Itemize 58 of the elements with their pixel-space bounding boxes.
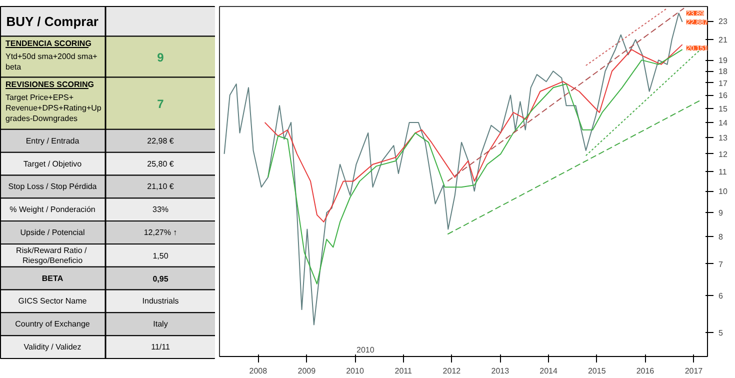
x-tick-label: 2014 [540, 366, 558, 376]
x-tick-label: 2012 [442, 366, 462, 376]
y-tick-label: 23 [718, 17, 728, 26]
y-tick-label: 8 [718, 232, 724, 242]
text: 21,10 € [147, 182, 174, 192]
x-tick-label: 2016 [636, 366, 655, 376]
y-tick-label: 9 [718, 208, 724, 218]
text: GICS Sector Name [18, 296, 88, 306]
text: 0,95 [152, 274, 169, 284]
annotation: 2010 [356, 346, 375, 354]
text: 1,50 [152, 251, 169, 260]
text: 7 [157, 96, 164, 111]
y-tick-label: 21 [718, 36, 728, 45]
y-tick-label: 13 [718, 134, 728, 143]
y-tick-label: 19 [718, 56, 728, 66]
x-tick-label: 2008 [249, 366, 268, 376]
text: Italy [153, 320, 168, 329]
line-series [224, 12, 683, 326]
y-tick-label: 6 [718, 291, 724, 300]
y-tick-label: 16 [718, 91, 728, 100]
text: 12,27% ↑ [144, 228, 178, 238]
x-tick-label: 2009 [298, 366, 316, 376]
text: Upside / Potencial [20, 228, 85, 238]
y-tick-label: 14 [718, 118, 728, 128]
y-tick-label: 12 [718, 150, 728, 159]
text: 33% [152, 205, 169, 214]
line-series [264, 44, 683, 222]
text: % Weight / Ponderación [10, 205, 96, 214]
text: 25,80 € [147, 159, 174, 168]
text: BUY / Comprar [6, 14, 99, 29]
text: Entry / Entrada [26, 136, 80, 146]
y-tick-label: 5 [718, 328, 724, 338]
text: Ytd+50d sma+200d sma+ beta [6, 52, 98, 72]
y-tick-label: 11 [718, 168, 728, 177]
text: 11/11 [151, 342, 170, 352]
x-tick-label: 2011 [394, 366, 413, 376]
x-tick-label: 2010 [346, 366, 364, 376]
text: TENDENCIA SCORING [6, 39, 92, 48]
x-tick-label: 2013 [491, 366, 510, 376]
y-tick-label: 10 [718, 187, 728, 196]
text: Validity / Validez [24, 342, 82, 352]
y-tick-label: 18 [718, 67, 728, 76]
y-tick-label: 7 [718, 260, 724, 269]
text: Risk/Reward Ratio / Riesgo/Beneficio [16, 246, 88, 265]
text: Industrials [142, 296, 179, 306]
x-tick-label: 2017 [684, 366, 704, 376]
text: Target / Objetivo [23, 159, 82, 168]
text: 22,98 € [147, 136, 174, 146]
line-series [267, 49, 683, 284]
y-tick-label: 15 [718, 104, 728, 114]
y-tick-label: 17 [718, 78, 728, 88]
x-tick-label: 2015 [588, 366, 606, 376]
text: 9 [157, 50, 164, 64]
text: Target Price+EPS+ Revenue+DPS+Rating+Up grades-Downgrades [6, 93, 102, 123]
text: REVISIONES SCORING [6, 80, 94, 90]
text: BETA [42, 274, 64, 283]
text: Country of Exchange [15, 320, 90, 329]
text: Stop Loss / Stop Pérdida [8, 182, 98, 192]
